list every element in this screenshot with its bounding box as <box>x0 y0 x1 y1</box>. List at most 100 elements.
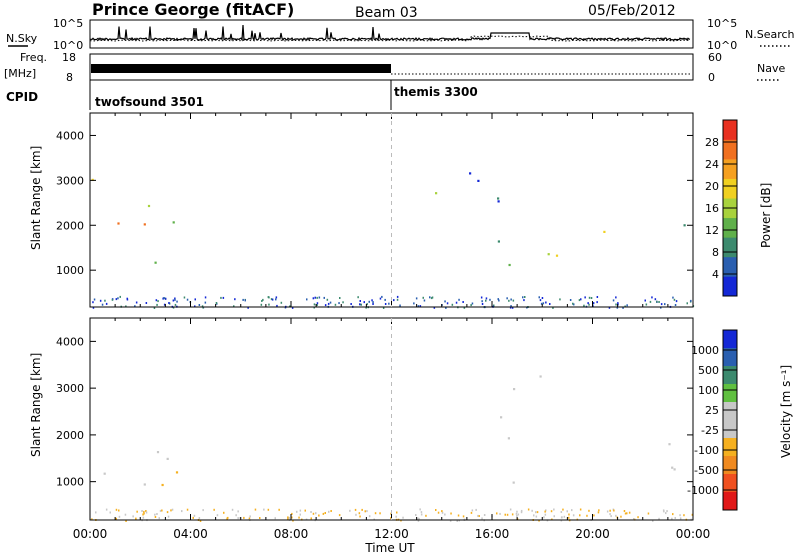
range-cell <box>145 302 148 304</box>
range-cell <box>433 306 436 309</box>
range-cell <box>109 511 111 514</box>
range-cell <box>550 510 553 513</box>
range-cell <box>626 512 628 515</box>
range-cell <box>651 296 653 299</box>
range-cell <box>239 517 241 519</box>
range-cell <box>326 298 329 301</box>
colorbar-tick-label: -25 <box>701 424 719 437</box>
range-cell <box>422 296 424 299</box>
range-cell <box>105 508 108 511</box>
range-cell <box>329 301 332 304</box>
range-cell <box>504 513 506 516</box>
range-cell <box>159 509 162 512</box>
range-cell <box>496 512 498 515</box>
range-cell <box>164 297 167 300</box>
range-cell <box>372 301 374 304</box>
colorbar-tick-label: 1000 <box>691 344 719 357</box>
range-cell <box>193 514 196 517</box>
range-cell <box>143 223 146 226</box>
range-cell <box>508 263 511 267</box>
range-cell <box>372 303 374 305</box>
range-cell <box>95 511 97 514</box>
range-cell <box>446 302 449 305</box>
range-cell <box>342 301 344 304</box>
range-cell <box>562 508 564 511</box>
colorbar-segment <box>723 159 737 179</box>
range-cell <box>683 224 686 227</box>
range-cell <box>267 296 270 299</box>
range-cell <box>445 306 447 309</box>
range-cell <box>649 300 652 303</box>
range-cell <box>588 509 590 512</box>
range-cell <box>522 296 524 299</box>
range-cell <box>156 451 160 454</box>
freq-unit-label: [MHz] <box>4 67 36 80</box>
range-cell <box>162 297 164 300</box>
range-cell <box>417 519 420 522</box>
range-cell <box>538 296 540 299</box>
range-cell <box>316 304 318 306</box>
range-cell <box>118 509 120 512</box>
range-cell <box>384 303 387 305</box>
range-cell <box>174 298 176 301</box>
range-cell <box>135 301 138 304</box>
range-cell <box>267 508 270 511</box>
colorbar-tick-label: 25 <box>705 404 719 417</box>
range-cell <box>365 306 367 309</box>
range-cell <box>471 302 474 305</box>
range-cell <box>350 303 352 305</box>
power-data-points <box>91 172 695 309</box>
nsearch-tick-bottom: 10^0 <box>707 39 737 52</box>
range-cell <box>115 298 118 301</box>
range-cell <box>483 514 486 516</box>
range-cell <box>357 296 359 299</box>
range-cell <box>117 297 119 300</box>
range-cell <box>172 299 175 302</box>
range-cell <box>134 305 136 308</box>
colorbar-segment <box>723 217 737 238</box>
range-cell <box>672 296 674 299</box>
range-cell <box>507 437 510 440</box>
range-cell <box>396 298 399 301</box>
range-cell <box>192 516 194 519</box>
range-cell <box>572 514 575 517</box>
velocity-colorbar: 1000 500 100 25 -25 -100 -500 -1000 <box>687 329 738 511</box>
range-cell <box>620 515 622 518</box>
range-cell <box>91 518 93 521</box>
range-cell <box>444 513 446 516</box>
range-cell <box>101 303 104 306</box>
range-cell <box>417 517 419 520</box>
range-cell <box>215 302 218 304</box>
range-cell <box>291 306 294 309</box>
range-cell <box>154 516 157 518</box>
range-cell <box>652 519 654 522</box>
range-cell <box>660 303 663 306</box>
colorbar-tick-label: 100 <box>698 384 719 397</box>
range-cell <box>437 511 440 514</box>
range-cell <box>271 298 274 301</box>
range-cell <box>274 517 276 520</box>
range-cell <box>444 300 446 303</box>
colorbar-segment <box>723 330 737 349</box>
range-cell <box>359 303 361 306</box>
range-cell <box>417 305 420 308</box>
colorbar-segment <box>723 348 737 367</box>
range-cell <box>324 304 327 307</box>
power-ylabel: Slant Range [km] <box>29 146 43 250</box>
range-cell <box>674 517 676 519</box>
range-cell <box>691 513 694 516</box>
range-cell <box>475 508 477 511</box>
nave-tick-bottom: 0 <box>708 71 715 84</box>
range-cell <box>579 514 581 517</box>
range-cell <box>429 296 431 299</box>
freq-label: Freq. <box>20 51 47 64</box>
x-tick-label: 20:00 <box>575 527 610 541</box>
range-cell <box>310 511 312 513</box>
range-cell <box>457 514 460 517</box>
range-cell <box>509 306 512 309</box>
range-cell <box>204 296 207 299</box>
range-cell <box>93 298 96 301</box>
range-cell <box>536 511 539 514</box>
range-cell <box>275 296 278 299</box>
range-cell <box>105 302 108 305</box>
